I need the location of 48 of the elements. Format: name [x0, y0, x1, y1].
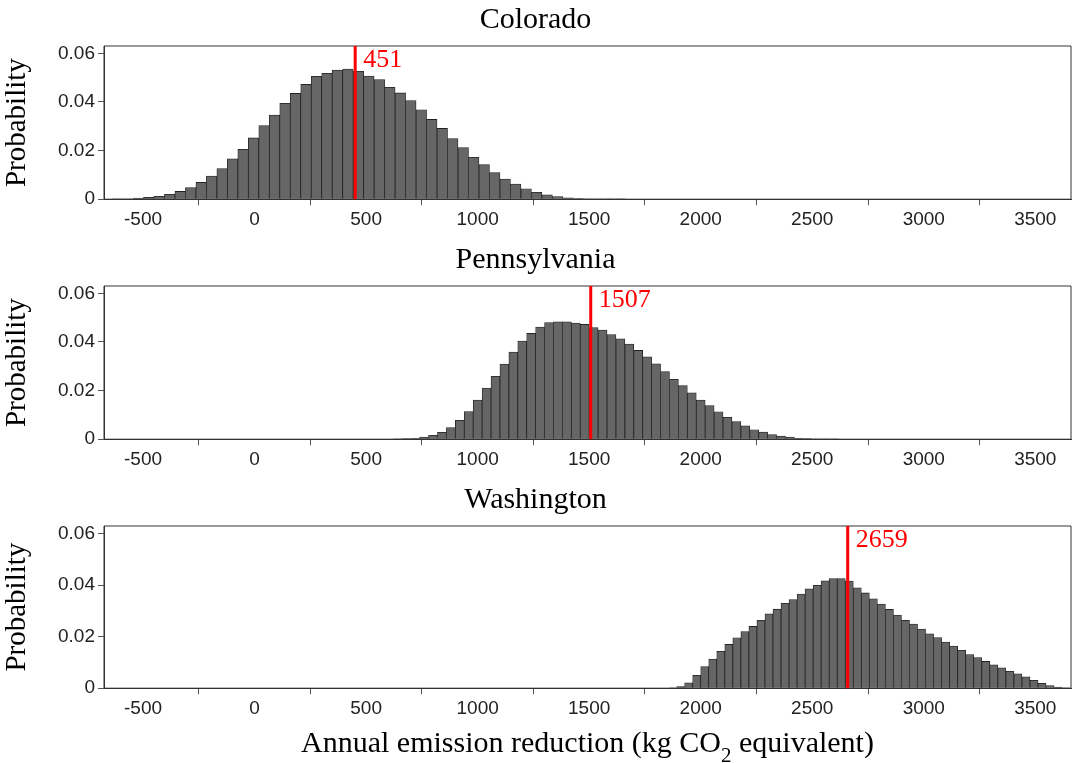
x-tick-label: 3000	[902, 207, 945, 229]
y-tick-label: 0.06	[58, 281, 95, 303]
x-tick-label: 2000	[679, 207, 722, 229]
y-axis-title: Probability	[0, 297, 32, 428]
ref-line-label: 451	[363, 43, 403, 73]
x-tick-label: 2000	[679, 696, 722, 718]
y-tick-label: 0.06	[58, 521, 95, 543]
ref-line-label: 1507	[598, 283, 651, 313]
x-tick-label: 1500	[568, 207, 611, 229]
y-axis-title: Probability	[0, 542, 32, 672]
x-tick-label: 2000	[679, 447, 722, 469]
x-tick-label: 500	[350, 447, 382, 469]
x-tick-label: 2500	[791, 696, 834, 718]
x-tick-label: 3500	[1014, 207, 1057, 229]
x-tick-label: 3500	[1014, 696, 1057, 718]
x-tick-label: -500	[124, 696, 163, 718]
x-tick-label: 3000	[902, 696, 945, 718]
x-tick-label: -500	[124, 207, 163, 229]
chart-title: Washington	[464, 480, 607, 514]
y-tick-label: 0	[84, 427, 95, 449]
x-tick-label: 3000	[902, 447, 945, 469]
x-tick-label: 500	[350, 696, 382, 718]
x-tick-label: 1500	[568, 447, 611, 469]
y-axis-title: Probability	[0, 57, 32, 188]
x-tick-label: 3500	[1014, 447, 1057, 469]
x-tick-label: 1000	[456, 447, 499, 469]
y-tick-label: 0	[84, 187, 95, 209]
x-tick-label: 2500	[791, 207, 834, 229]
y-tick-label: 0.02	[58, 378, 95, 400]
x-tick-label: 0	[249, 696, 260, 718]
x-tick-label: 1000	[456, 696, 499, 718]
x-tick-label: 2500	[791, 447, 834, 469]
y-tick-label: 0.04	[58, 330, 96, 352]
y-tick-label: 0	[84, 676, 95, 698]
x-tick-label: 0	[249, 447, 260, 469]
x-tick-label: -500	[124, 447, 163, 469]
x-tick-label: 1500	[568, 696, 611, 718]
x-tick-label: 1000	[456, 207, 499, 229]
y-tick-label: 0.04	[58, 90, 96, 112]
chart-title: Pennsylvania	[455, 240, 616, 274]
x-tick-label: 0	[249, 207, 260, 229]
y-tick-label: 0.02	[58, 138, 95, 160]
x-tick-label: 500	[350, 207, 382, 229]
y-tick-label: 0.06	[58, 41, 95, 63]
y-tick-label: 0.04	[58, 573, 96, 595]
ref-line-label: 2659	[855, 523, 908, 553]
y-tick-label: 0.02	[58, 624, 95, 646]
chart-title: Colorado	[479, 0, 592, 34]
